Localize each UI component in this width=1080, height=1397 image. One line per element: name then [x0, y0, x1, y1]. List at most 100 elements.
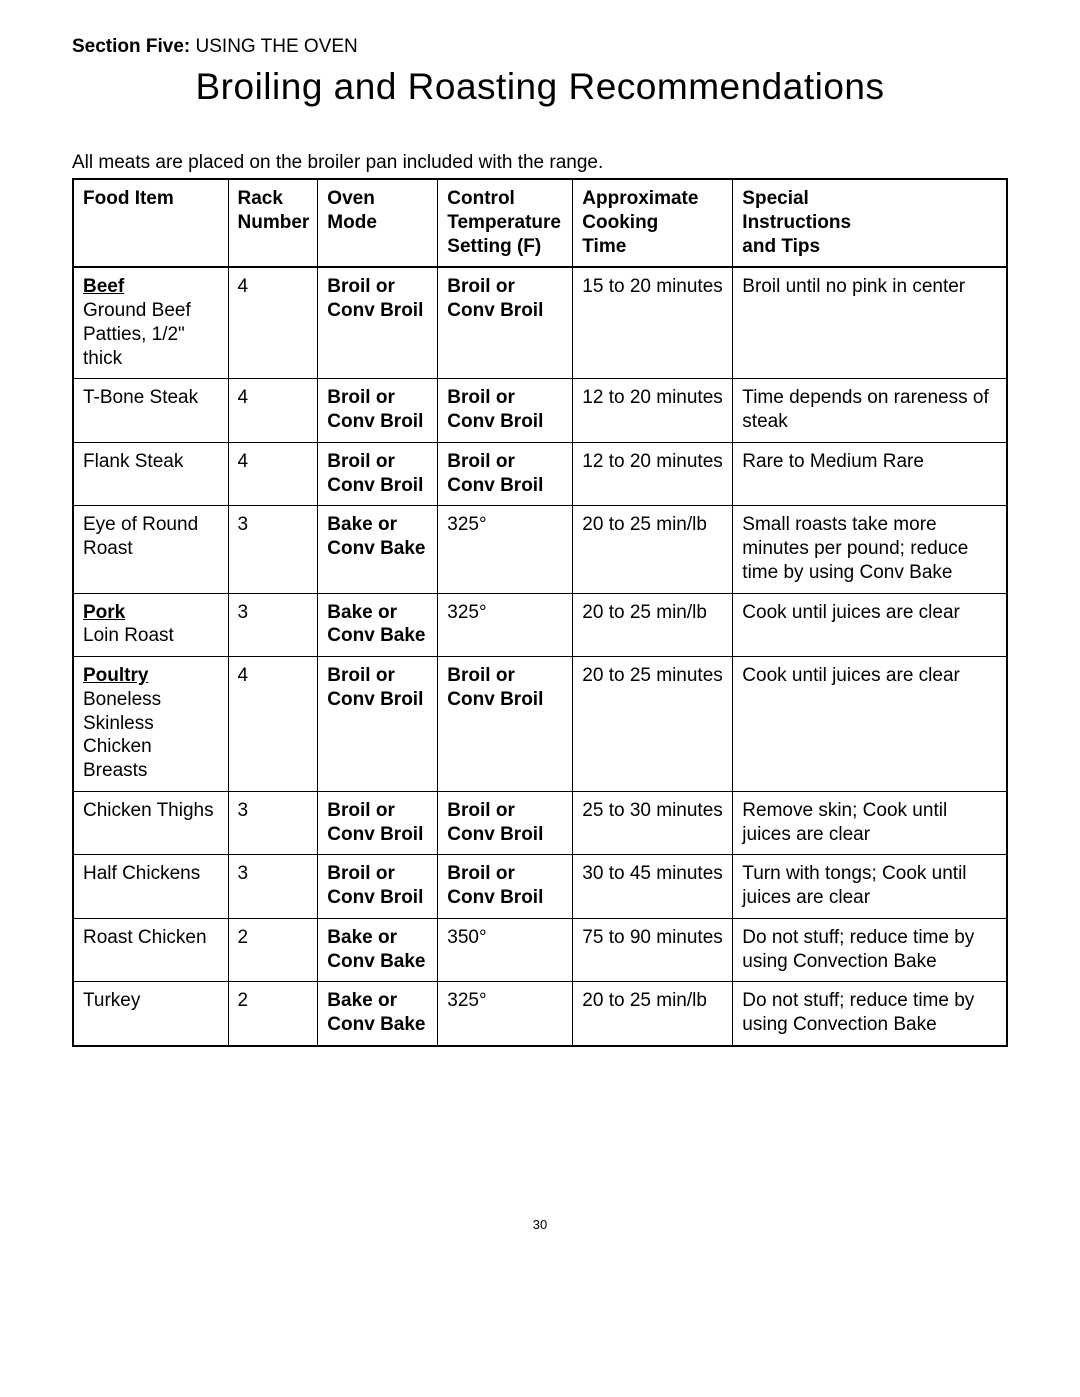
food-text: Flank Steak [83, 451, 183, 472]
col-header-time: Approximate Cooking Time [573, 179, 733, 267]
category-header: Beef [83, 275, 220, 299]
cell-temp: Broil or Conv Broil [438, 791, 573, 855]
cell-food: Eye of Round Roast [73, 506, 228, 593]
section-rest: USING THE OVEN [190, 36, 358, 57]
cell-tips: Broil until no pink in center [733, 267, 1007, 379]
cell-time: 30 to 45 minutes [573, 855, 733, 919]
cell-mode: Broil or Conv Broil [318, 442, 438, 506]
cell-rack: 4 [228, 379, 318, 443]
food-text: Ground Beef Patties, 1/2" thick [83, 300, 191, 369]
section-bold: Section Five: [72, 36, 190, 57]
cell-mode: Broil or Conv Broil [318, 855, 438, 919]
cell-mode: Bake or Conv Bake [318, 506, 438, 593]
table-row: Roast Chicken 2Bake or Conv Bake350°75 to… [73, 918, 1007, 982]
page-number: 30 [72, 1217, 1008, 1232]
cell-temp: Broil or Conv Broil [438, 379, 573, 443]
cell-time: 15 to 20 minutes [573, 267, 733, 379]
cell-rack: 4 [228, 442, 318, 506]
cell-temp: Broil or Conv Broil [438, 442, 573, 506]
col-header-mode: Oven Mode [318, 179, 438, 267]
cell-food: BeefGround Beef Patties, 1/2" thick [73, 267, 228, 379]
recommendations-table: Food Item Rack Number Oven Mode Control … [72, 178, 1008, 1047]
cell-temp: 325° [438, 506, 573, 593]
cell-time: 25 to 30 minutes [573, 791, 733, 855]
col-tips-l2: Instructions [742, 212, 851, 233]
cell-tips: Rare to Medium Rare [733, 442, 1007, 506]
food-text: Loin Roast [83, 625, 174, 646]
col-header-temp: Control Temperature Setting (F) [438, 179, 573, 267]
page-title: Broiling and Roasting Recommendations [72, 66, 1008, 108]
food-text: Chicken Thighs [83, 800, 214, 821]
table-header-row: Food Item Rack Number Oven Mode Control … [73, 179, 1007, 267]
cell-temp: 350° [438, 918, 573, 982]
cell-rack: 3 [228, 855, 318, 919]
cell-mode: Broil or Conv Broil [318, 267, 438, 379]
cell-rack: 4 [228, 657, 318, 792]
cell-rack: 2 [228, 982, 318, 1046]
food-text: Eye of Round Roast [83, 514, 198, 559]
food-text: Boneless Skinless Chicken Breasts [83, 689, 161, 781]
col-rack-l2: Number [238, 212, 310, 233]
cell-food: PorkLoin Roast [73, 593, 228, 657]
cell-tips: Do not stuff; reduce time by using Conve… [733, 918, 1007, 982]
category-header: Poultry [83, 664, 220, 688]
cell-rack: 3 [228, 791, 318, 855]
cell-tips: Turn with tongs; Cook until juices are c… [733, 855, 1007, 919]
cell-tips: Time depends on rareness of steak [733, 379, 1007, 443]
cell-mode: Bake or Conv Bake [318, 982, 438, 1046]
cell-temp: Broil or Conv Broil [438, 855, 573, 919]
cell-mode: Broil or Conv Broil [318, 791, 438, 855]
cell-temp: 325° [438, 982, 573, 1046]
col-time-l3: Time [582, 236, 626, 257]
cell-food: Roast Chicken [73, 918, 228, 982]
col-header-rack: Rack Number [228, 179, 318, 267]
col-mode-l2: Mode [327, 212, 377, 233]
cell-tips: Remove skin; Cook until juices are clear [733, 791, 1007, 855]
col-header-food: Food Item [73, 179, 228, 267]
cell-mode: Bake or Conv Bake [318, 593, 438, 657]
table-row: BeefGround Beef Patties, 1/2" thick4Broi… [73, 267, 1007, 379]
col-tips-l3: and Tips [742, 236, 820, 257]
cell-temp: 325° [438, 593, 573, 657]
table-row: PorkLoin Roast3Bake or Conv Bake325°20 t… [73, 593, 1007, 657]
intro-text: All meats are placed on the broiler pan … [72, 152, 1008, 174]
col-time-l2: Cooking [582, 212, 658, 233]
col-time-l1: Approximate [582, 188, 698, 209]
cell-food: Chicken Thighs [73, 791, 228, 855]
cell-time: 75 to 90 minutes [573, 918, 733, 982]
cell-mode: Broil or Conv Broil [318, 379, 438, 443]
cell-tips: Cook until juices are clear [733, 593, 1007, 657]
cell-mode: Broil or Conv Broil [318, 657, 438, 792]
cell-time: 12 to 20 minutes [573, 379, 733, 443]
food-text: Roast Chicken [83, 927, 207, 948]
section-header: Section Five: USING THE OVEN [72, 36, 1008, 58]
table-row: Half Chickens3Broil or Conv BroilBroil o… [73, 855, 1007, 919]
cell-temp: Broil or Conv Broil [438, 267, 573, 379]
col-temp-l1: Control [447, 188, 515, 209]
food-text: T-Bone Steak [83, 387, 198, 408]
col-rack-l1: Rack [238, 188, 283, 209]
cell-tips: Cook until juices are clear [733, 657, 1007, 792]
cell-mode: Bake or Conv Bake [318, 918, 438, 982]
table-row: Flank Steak4Broil or Conv BroilBroil or … [73, 442, 1007, 506]
cell-time: 12 to 20 minutes [573, 442, 733, 506]
cell-time: 20 to 25 min/lb [573, 593, 733, 657]
food-text: Turkey [83, 990, 140, 1011]
col-mode-l1: Oven [327, 188, 375, 209]
cell-time: 20 to 25 minutes [573, 657, 733, 792]
col-temp-l2: Temperature [447, 212, 561, 233]
cell-tips: Small roasts take more minutes per pound… [733, 506, 1007, 593]
cell-rack: 2 [228, 918, 318, 982]
table-row: Turkey 2Bake or Conv Bake325°20 to 25 min… [73, 982, 1007, 1046]
table-body: BeefGround Beef Patties, 1/2" thick4Broi… [73, 267, 1007, 1046]
cell-time: 20 to 25 min/lb [573, 506, 733, 593]
table-row: T-Bone Steak4Broil or Conv BroilBroil or… [73, 379, 1007, 443]
col-tips-l1: Special [742, 188, 809, 209]
food-text: Half Chickens [83, 863, 200, 884]
cell-food: Flank Steak [73, 442, 228, 506]
table-row: PoultryBoneless Skinless Chicken Breasts… [73, 657, 1007, 792]
cell-rack: 4 [228, 267, 318, 379]
cell-tips: Do not stuff; reduce time by using Conve… [733, 982, 1007, 1046]
cell-time: 20 to 25 min/lb [573, 982, 733, 1046]
cell-food: PoultryBoneless Skinless Chicken Breasts [73, 657, 228, 792]
